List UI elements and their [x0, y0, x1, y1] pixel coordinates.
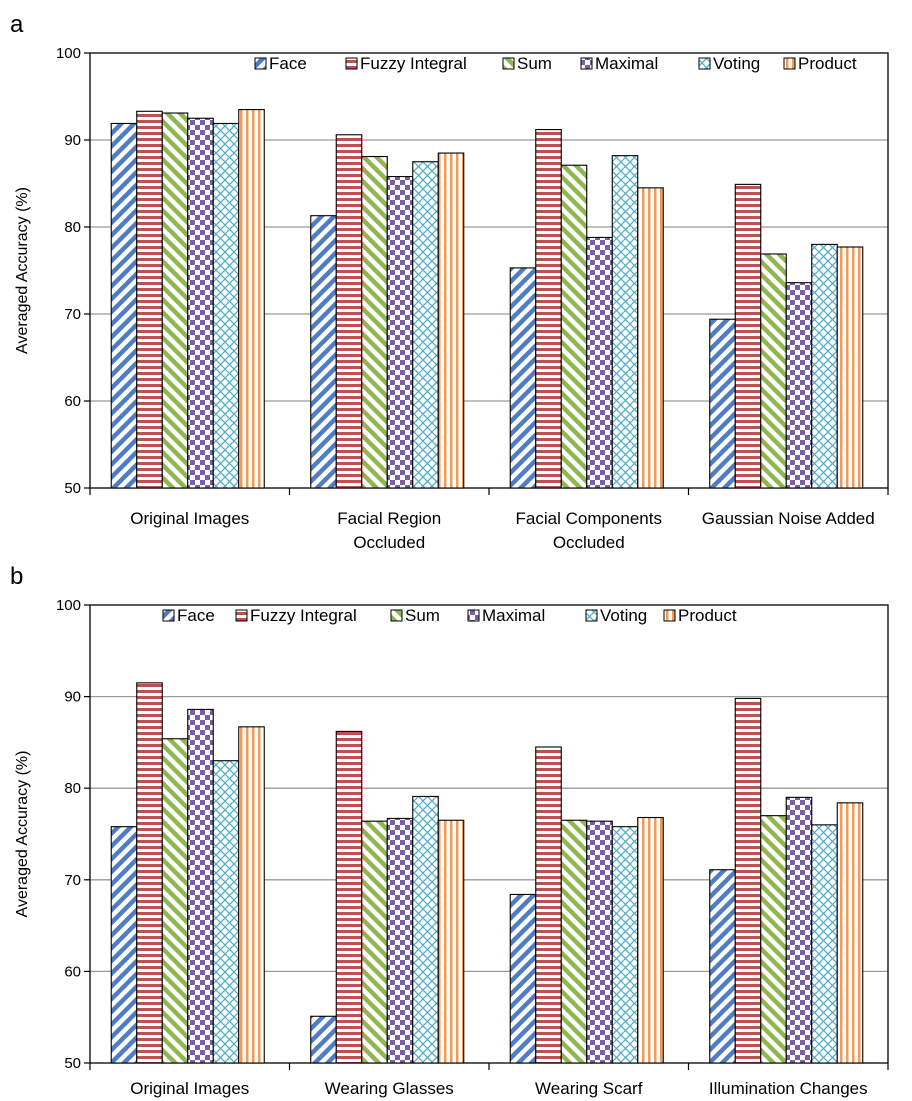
legend-swatch-fuzzy-integral: [346, 58, 357, 69]
legend-label-fuzzy-integral: Fuzzy Integral: [250, 606, 357, 625]
bar-voting-4: [812, 244, 838, 488]
bar-sum-4: [761, 816, 787, 1063]
x-tick-label: Illumination Changes: [709, 1079, 868, 1098]
bar-maximal-3: [587, 821, 613, 1063]
bar-maximal-3: [587, 237, 613, 488]
legend-label-maximal: Maximal: [482, 606, 545, 625]
legend-swatch-fuzzy-integral: [236, 610, 247, 621]
bar-face-1: [111, 123, 137, 488]
bar-maximal-4: [786, 283, 812, 488]
legend-label-voting: Voting: [713, 54, 760, 73]
y-tick-label: 60: [64, 393, 81, 410]
bar-face-4: [710, 319, 736, 488]
bar-fuzzy-integral-4: [735, 184, 761, 488]
bar-maximal-2: [387, 818, 413, 1063]
legend-swatch-face: [163, 610, 174, 621]
y-tick-label: 90: [64, 132, 81, 149]
bar-fuzzy-integral-3: [536, 130, 562, 488]
bar-face-4: [710, 870, 736, 1063]
bar-product-2: [438, 153, 464, 488]
bar-product-1: [239, 727, 265, 1063]
x-tick-label: Wearing Scarf: [535, 1079, 643, 1098]
legend-label-face: Face: [269, 54, 307, 73]
bar-fuzzy-integral-3: [536, 747, 562, 1063]
bar-sum-2: [362, 821, 388, 1063]
bar-fuzzy-integral-2: [336, 135, 362, 488]
y-tick-label: 70: [64, 306, 81, 323]
bar-sum-3: [561, 820, 587, 1063]
legend-swatch-maximal: [581, 58, 592, 69]
legend-swatch-product: [784, 58, 795, 69]
bar-voting-3: [612, 156, 638, 488]
bar-sum-3: [561, 165, 587, 488]
legend-swatch-product: [664, 610, 675, 621]
y-tick-label: 80: [64, 219, 81, 236]
legend-label-product: Product: [798, 54, 857, 73]
bar-product-3: [638, 818, 664, 1063]
panel-label: b: [10, 563, 23, 590]
legend-swatch-voting: [586, 610, 597, 621]
bar-sum-1: [162, 739, 188, 1063]
bar-product-4: [837, 803, 863, 1063]
y-axis-label: Averaged Accuracy (%): [14, 187, 31, 354]
y-tick-label: 50: [64, 480, 81, 497]
x-tick-label: Gaussian Noise Added: [702, 509, 875, 528]
x-tick-label: Facial Region Occluded: [337, 509, 441, 552]
legend-swatch-voting: [699, 58, 710, 69]
bar-sum-2: [362, 157, 388, 488]
legend-label-sum: Sum: [405, 606, 440, 625]
bar-face-2: [311, 216, 337, 488]
bar-face-1: [111, 827, 137, 1063]
y-tick-label: 100: [56, 597, 81, 614]
legend-swatch-face: [255, 58, 266, 69]
bar-voting-1: [213, 761, 239, 1063]
bar-fuzzy-integral-2: [336, 731, 362, 1063]
legend-swatch-maximal: [468, 610, 479, 621]
bar-voting-3: [612, 827, 638, 1063]
y-axis-label: Averaged Accuracy (%): [14, 751, 31, 918]
legend-swatch-sum: [503, 58, 514, 69]
legend-label-maximal: Maximal: [595, 54, 658, 73]
legend-label-voting: Voting: [600, 606, 647, 625]
bar-product-1: [239, 110, 265, 488]
bar-maximal-2: [387, 177, 413, 488]
bar-product-2: [438, 820, 464, 1063]
bar-fuzzy-integral-1: [137, 111, 163, 488]
y-tick-label: 90: [64, 689, 81, 706]
y-tick-label: 80: [64, 780, 81, 797]
bar-maximal-1: [188, 709, 214, 1063]
bar-voting-2: [413, 162, 439, 488]
bar-face-3: [510, 894, 536, 1063]
bar-face-3: [510, 268, 536, 488]
panel-label: a: [10, 11, 24, 38]
bar-sum-1: [162, 113, 188, 488]
bar-product-3: [638, 188, 664, 488]
y-tick-label: 70: [64, 872, 81, 889]
legend-label-sum: Sum: [517, 54, 552, 73]
bar-voting-2: [413, 796, 439, 1063]
y-tick-label: 100: [56, 45, 81, 62]
x-tick-label: Original Images: [130, 1079, 249, 1098]
legend-label-fuzzy-integral: Fuzzy Integral: [360, 54, 467, 73]
bar-maximal-4: [786, 797, 812, 1063]
x-tick-label: Facial Components Occluded: [516, 509, 662, 552]
bar-sum-4: [761, 254, 787, 488]
legend-label-product: Product: [678, 606, 737, 625]
legend-swatch-sum: [391, 610, 402, 621]
bar-fuzzy-integral-4: [735, 698, 761, 1063]
x-tick-label: Wearing Glasses: [325, 1079, 454, 1098]
bar-maximal-1: [188, 118, 214, 488]
chart-panel-b: Original Images Wearing Glasses Wearing Sc…: [10, 563, 888, 1098]
bar-voting-4: [812, 825, 838, 1063]
bar-fuzzy-integral-1: [137, 683, 163, 1063]
bar-voting-1: [213, 123, 239, 488]
y-tick-label: 50: [64, 1055, 81, 1072]
chart-panel-a: Original Images Facial Region Occluded Faci…: [10, 11, 888, 552]
y-tick-label: 60: [64, 963, 81, 980]
legend-label-face: Face: [177, 606, 215, 625]
bar-product-4: [837, 247, 863, 488]
bar-face-2: [311, 1016, 337, 1063]
x-tick-label: Original Images: [130, 509, 249, 528]
